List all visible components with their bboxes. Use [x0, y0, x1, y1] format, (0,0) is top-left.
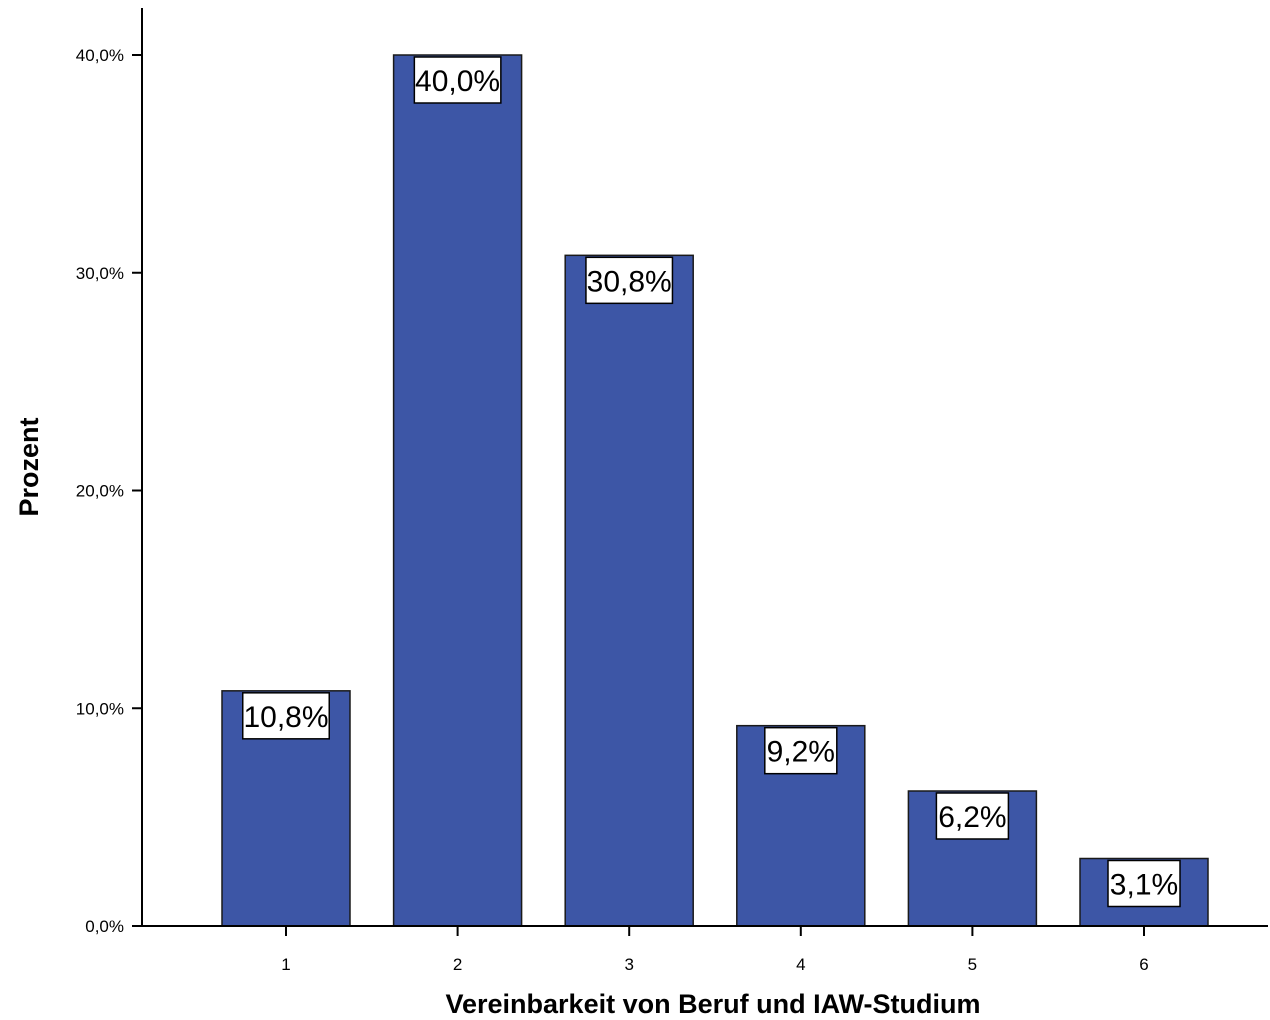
y-tick-label: 20,0% [76, 482, 124, 501]
data-label-box [242, 692, 330, 740]
y-axis-title: Prozent [14, 417, 44, 516]
data-label: 10,8% [243, 701, 328, 734]
data-label-box [764, 726, 838, 775]
data-label: 6,2% [938, 801, 1006, 834]
y-tick-label: 30,0% [76, 264, 124, 283]
x-tick-label: 4 [796, 955, 805, 974]
bars-layer [221, 54, 1209, 927]
x-tick-label: 6 [1139, 955, 1148, 974]
bar [564, 254, 694, 927]
x-tick-label: 1 [281, 955, 290, 974]
y-tick-label: 0,0% [85, 917, 124, 936]
data-label: 3,1% [1110, 868, 1178, 901]
data-label: 9,2% [767, 736, 835, 769]
data-label-box [1107, 859, 1181, 908]
x-tick-label: 3 [624, 955, 633, 974]
data-label-box [935, 792, 1010, 840]
x-tick-label: 5 [968, 955, 977, 974]
x-axis-title: Vereinbarkeit von Beruf und IAW-Studium [445, 989, 980, 1019]
x-tick-label: 2 [453, 955, 462, 974]
ticks-layer: 0,0% 10,0% 20,0% 30,0% 40,0% 1 2 3 4 5 6 [76, 46, 1149, 974]
axes-layer [132, 8, 1268, 927]
y-tick-label: 10,0% [76, 699, 124, 718]
data-label-box [585, 256, 674, 305]
data-label-box [413, 56, 502, 104]
data-label: 30,8% [587, 265, 672, 298]
bar [392, 54, 523, 927]
data-labels-layer: 10,8% 40,0% 30,8% 9,2% 6,2% 3,1% [242, 56, 1181, 908]
data-label: 40,0% [415, 65, 500, 98]
y-tick-label: 40,0% [76, 46, 124, 65]
